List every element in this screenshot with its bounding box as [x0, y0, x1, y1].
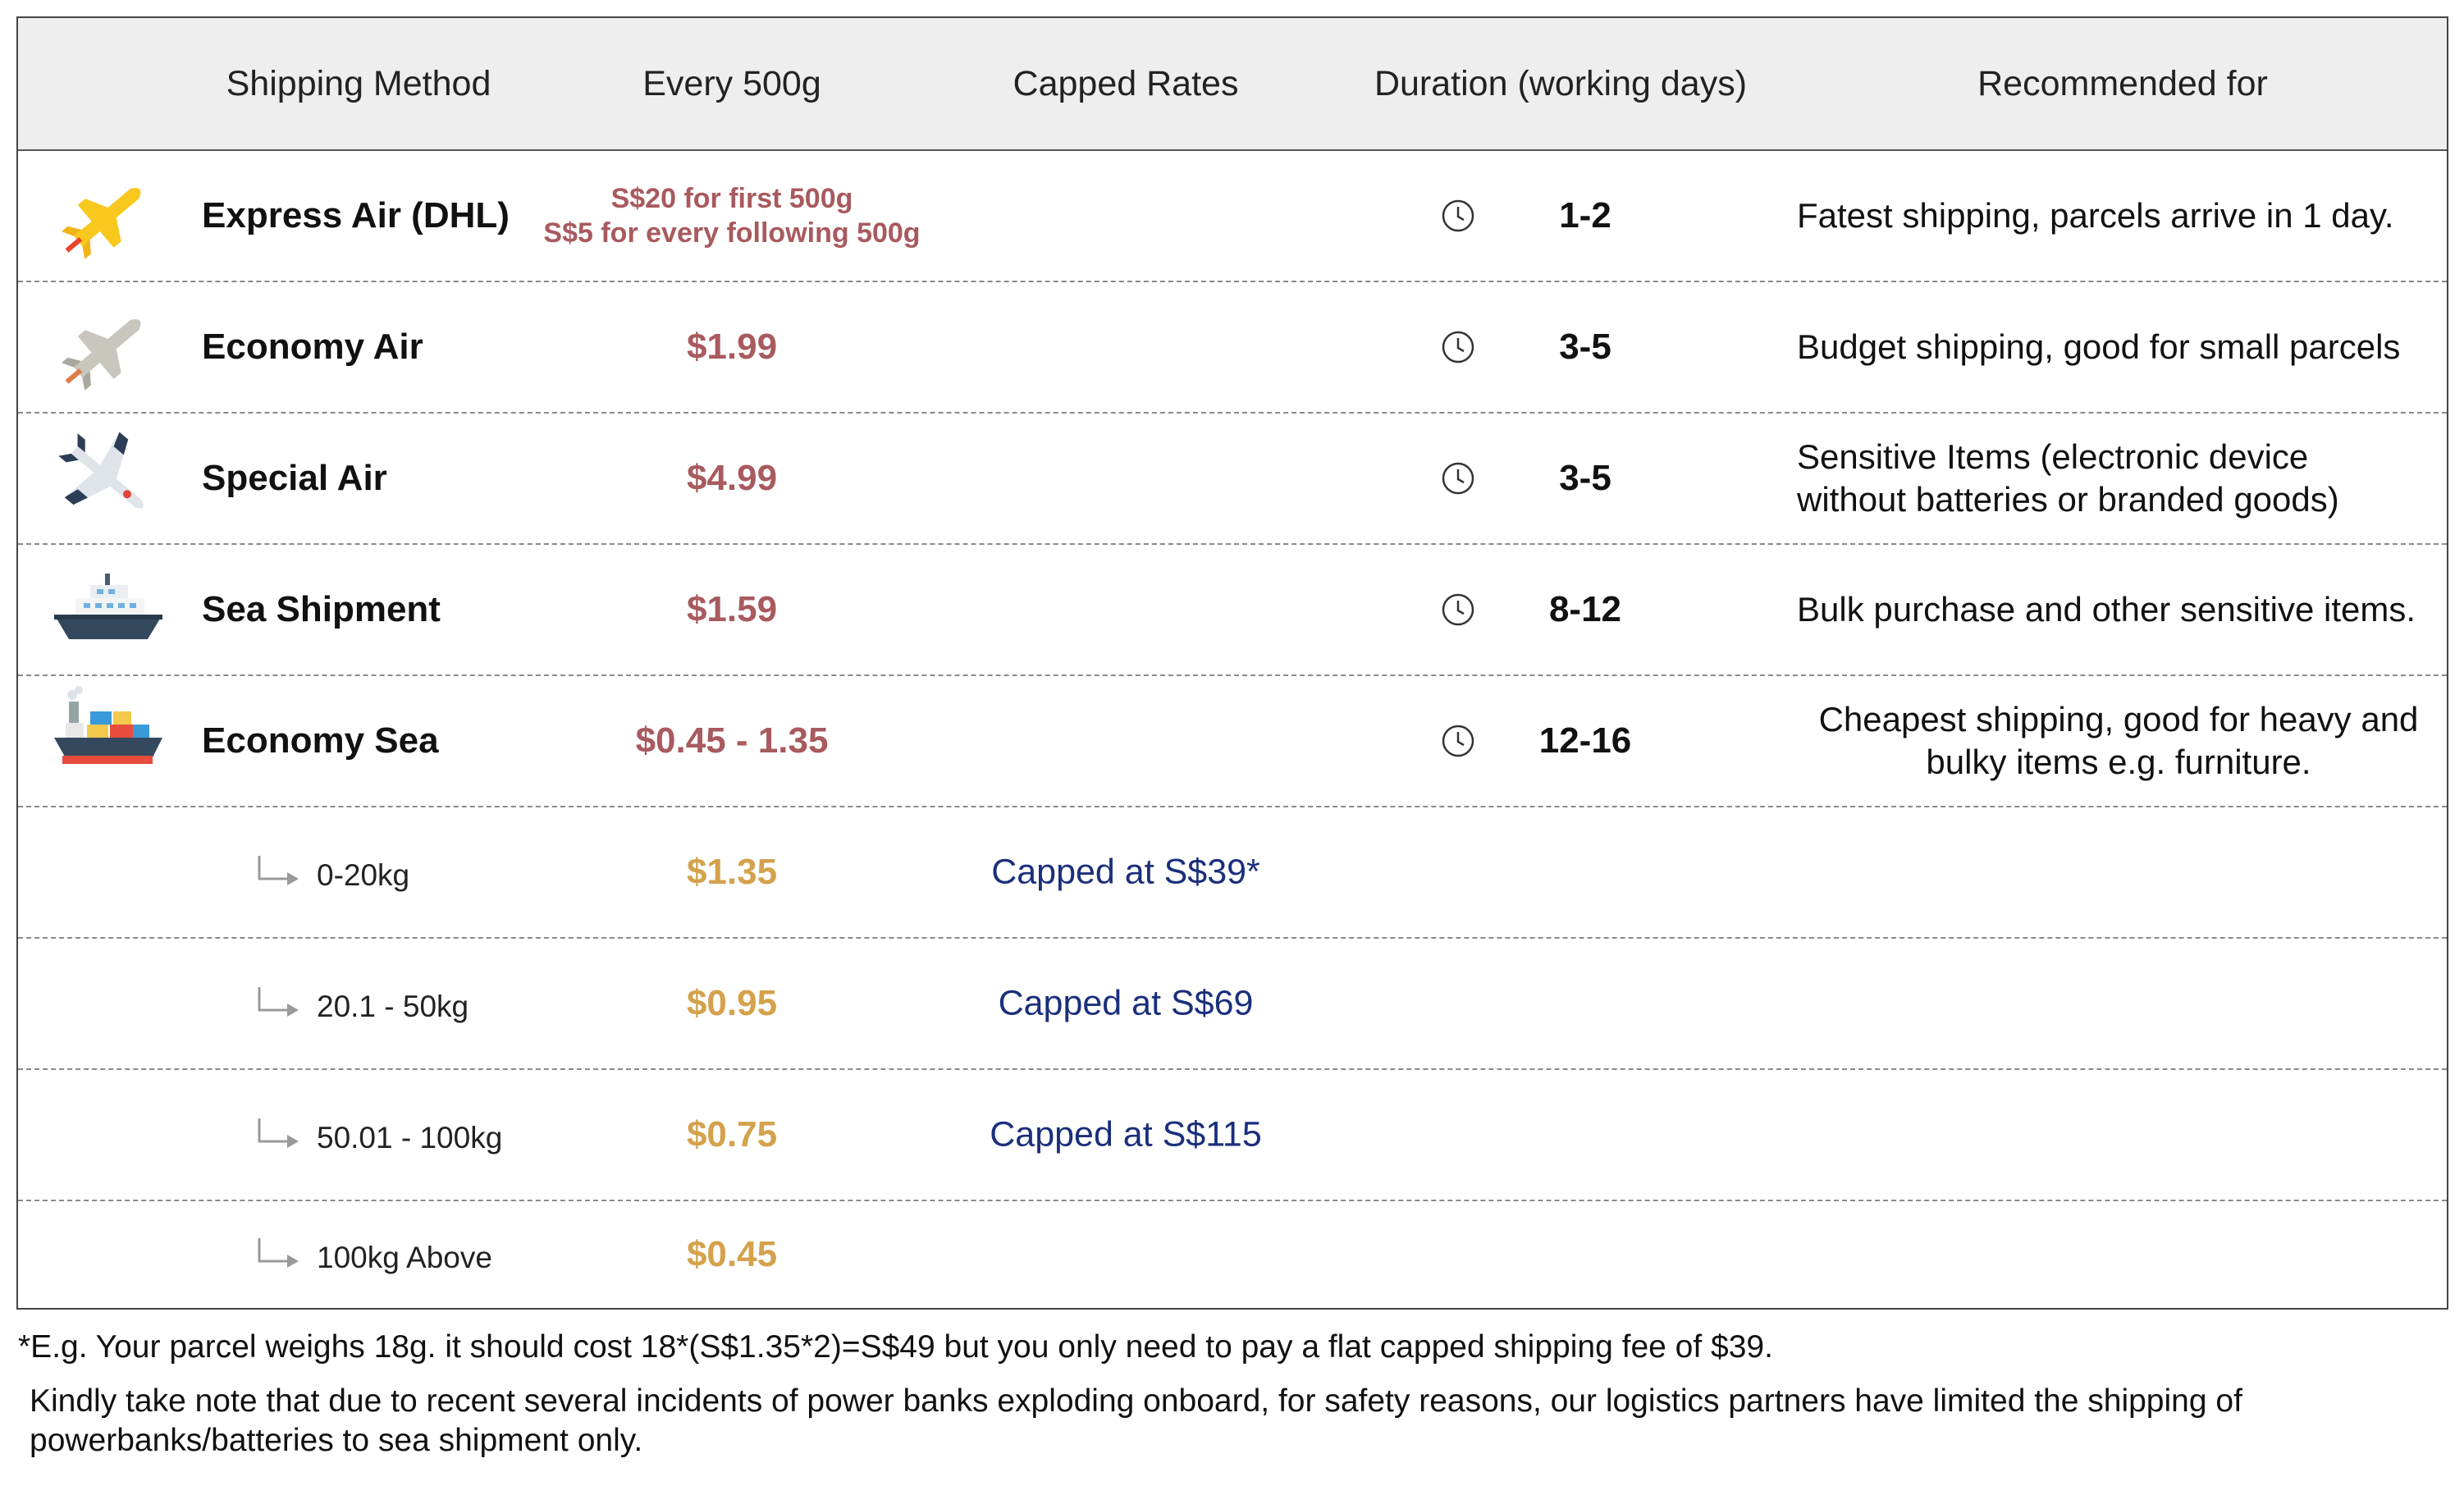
table-row: Economy Air $1.99 3-5 Budget shipping, g… — [18, 282, 2447, 414]
recommended-line: Fatest shipping, parcels arrive in 1 day… — [1797, 196, 2394, 235]
weight-range: 50.01 - 100kg — [317, 1121, 503, 1155]
weight-range: 20.1 - 50kg — [317, 990, 469, 1024]
method-name: Express Air (DHL) — [202, 195, 510, 235]
sub-arrow-icon — [258, 856, 299, 885]
clock-icon — [1442, 331, 1474, 363]
tier-row: 20.1 - 50kg $0.95 Capped at S$69 — [18, 939, 2447, 1070]
table-row: Special Air $4.99 3-5 Sensitive Items (e… — [18, 414, 2447, 545]
header-capped-rates: Capped Rates — [1013, 63, 1239, 103]
header-duration: Duration (working days) — [1374, 63, 1748, 103]
grey-airplane-icon — [61, 319, 141, 391]
clock-icon — [1442, 725, 1474, 757]
tier-row: 50.01 - 100kg $0.75 Capped at S$115 — [18, 1070, 2447, 1201]
recommended-line: Budget shipping, good for small parcels — [1797, 327, 2401, 366]
price-text: $1.99 — [686, 327, 778, 367]
yellow-airplane-icon — [61, 188, 141, 259]
cargo-ship-icon — [54, 686, 162, 764]
weight-range: 0-20kg — [317, 858, 410, 893]
price-text: $0.45 - 1.35 — [635, 720, 829, 761]
table-row: Express Air (DHL) S$20 for first 500g S$… — [18, 151, 2447, 282]
sub-arrow-icon — [258, 1118, 299, 1148]
header-recommended-for: Recommended for — [1977, 63, 2268, 103]
capped-rate: Capped at S$69 — [998, 983, 1254, 1023]
price-line: S$5 for every following 500g — [543, 217, 921, 249]
recommended-line: Cheapest shipping, good for heavy and — [1818, 700, 2419, 738]
duration-value: 12-16 — [1538, 720, 1632, 761]
price-line: S$20 for first 500g — [610, 183, 853, 214]
capped-rate: Capped at S$115 — [990, 1114, 1262, 1155]
recommended-line: without batteries or branded goods) — [1797, 480, 2339, 519]
duration-value: 3-5 — [1559, 458, 1611, 498]
clock-icon — [1442, 462, 1474, 495]
recommended-line: Sensitive Items (electronic device — [1797, 437, 2309, 476]
jet-airplane-icon — [58, 432, 144, 509]
recommended-text: Bulk purchase and other sensitive items. — [1797, 588, 2445, 631]
recommended-text: Sensitive Items (electronic device witho… — [1797, 436, 2445, 521]
tier-row: 0-20kg $1.35 Capped at S$39* — [18, 807, 2447, 939]
table-row: Economy Sea $0.45 - 1.35 12-16 Cheapest … — [18, 676, 2447, 807]
recommended-text: Budget shipping, good for small parcels — [1797, 326, 2445, 368]
clock-icon — [1442, 199, 1474, 232]
tier-price: $0.75 — [686, 1114, 778, 1155]
tier-price: $1.35 — [686, 852, 778, 892]
duration-value: 1-2 — [1559, 195, 1611, 235]
warning-note: Kindly take note that due to recent seve… — [30, 1382, 2242, 1461]
warning-line: powerbanks/batteries to sea shipment onl… — [30, 1423, 643, 1458]
clock-icon — [1442, 593, 1474, 626]
tier-price: $0.45 — [686, 1234, 778, 1274]
shipping-table: Shipping Method Every 500g Capped Rates … — [16, 16, 2448, 1310]
tier-price: $0.95 — [686, 983, 778, 1023]
price-text: $1.59 — [686, 589, 778, 629]
table-header: Shipping Method Every 500g Capped Rates … — [18, 18, 2447, 151]
cruise-ship-icon — [54, 574, 162, 639]
price-text: $4.99 — [686, 458, 778, 498]
example-note: *E.g. Your parcel weighs 18g. it should … — [18, 1329, 1773, 1365]
duration-value: 3-5 — [1559, 327, 1611, 367]
method-name: Special Air — [202, 458, 387, 498]
recommended-line: bulky items e.g. furniture. — [1926, 743, 2311, 781]
capped-rate: Capped at S$39* — [991, 852, 1260, 892]
method-name: Economy Sea — [202, 720, 439, 761]
method-name: Economy Air — [202, 327, 423, 367]
method-name: Sea Shipment — [202, 589, 441, 629]
recommended-text: Fatest shipping, parcels arrive in 1 day… — [1797, 194, 2445, 237]
recommended-text: Cheapest shipping, good for heavy and bu… — [1790, 698, 2447, 784]
sub-arrow-icon — [258, 987, 299, 1017]
weight-range: 100kg Above — [317, 1241, 492, 1275]
price-text: S$20 for first 500g S$5 for every follow… — [527, 181, 937, 250]
header-every-500g: Every 500g — [642, 63, 821, 103]
warning-line: Kindly take note that due to recent seve… — [30, 1383, 2242, 1419]
recommended-line: Bulk purchase and other sensitive items. — [1797, 590, 2416, 629]
sub-arrow-icon — [258, 1238, 299, 1268]
header-shipping-method: Shipping Method — [226, 63, 491, 103]
table-row: Sea Shipment $1.59 8-12 Bulk purchase an… — [18, 545, 2447, 676]
duration-value: 8-12 — [1548, 589, 1622, 629]
tier-row: 100kg Above $0.45 — [18, 1201, 2447, 1308]
